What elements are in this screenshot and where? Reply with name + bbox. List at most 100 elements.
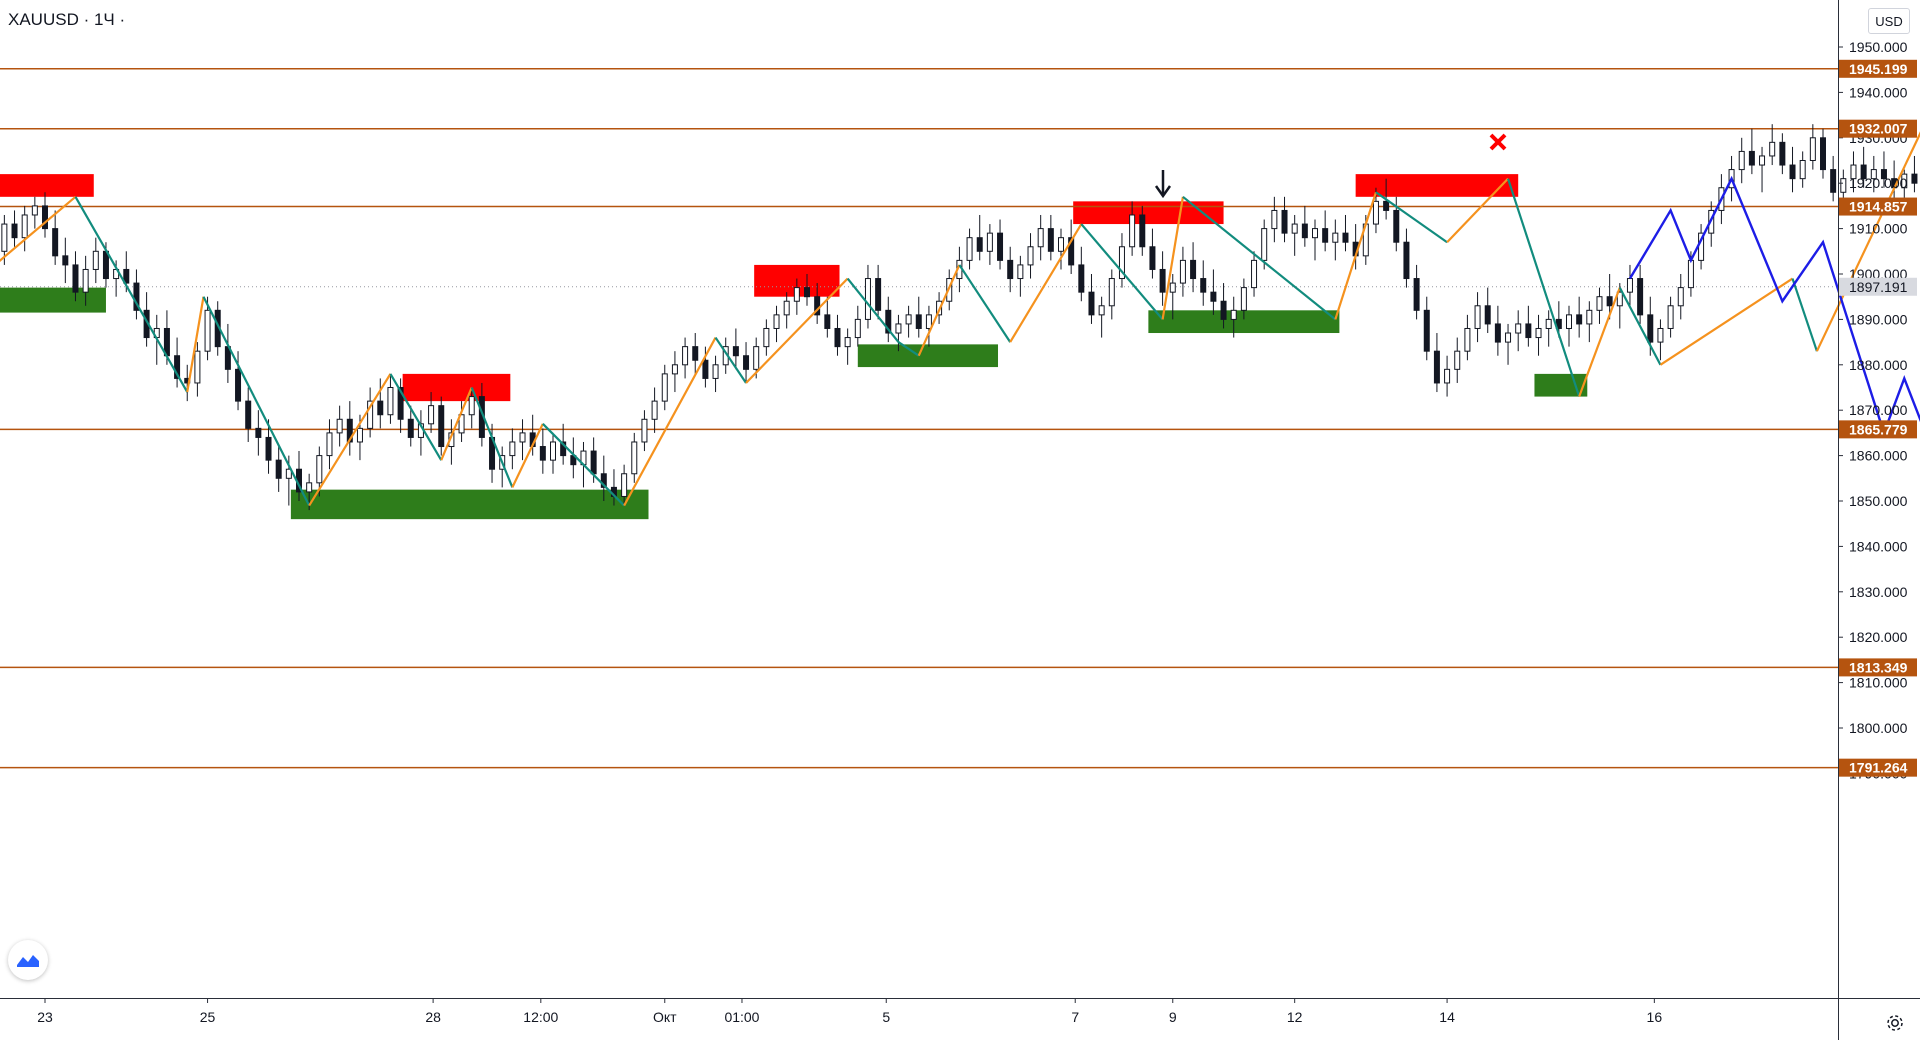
candle-body	[1322, 228, 1329, 243]
candle-body	[1017, 264, 1024, 280]
wave-up-leg	[308, 373, 392, 507]
candle-body	[1779, 141, 1786, 166]
candle-body	[1505, 332, 1512, 343]
candle-body	[509, 441, 516, 457]
candle-body	[428, 405, 435, 425]
candle-body	[1769, 141, 1776, 157]
candle-body	[1484, 305, 1491, 325]
x-tick-label: 12:00	[523, 1009, 558, 1025]
candle-body	[1159, 268, 1166, 293]
x-tick-label: 01:00	[724, 1009, 759, 1025]
candle-body	[1566, 314, 1572, 329]
candle-body	[31, 205, 38, 216]
y-tick-label: 1950.000	[1849, 39, 1908, 55]
candle-body	[346, 418, 353, 443]
candle-body	[1251, 259, 1258, 289]
candle-body	[1068, 237, 1075, 266]
candle-body	[1789, 164, 1796, 180]
y-tick-label: 1810.000	[1849, 675, 1908, 691]
candle-body	[204, 309, 211, 352]
forecast-overlay	[1628, 175, 1920, 437]
candle-body	[1240, 287, 1247, 311]
wave-up-leg	[1659, 277, 1794, 366]
candle-body	[1738, 150, 1745, 171]
wave-up-leg	[1446, 177, 1509, 243]
level-tag-label: 1932.007	[1849, 121, 1908, 137]
wave-up-leg	[1009, 223, 1083, 343]
candle-body	[1596, 296, 1603, 311]
wave-up-leg	[511, 423, 544, 488]
symbol-title[interactable]: XAUUSD · 1Ч ·	[8, 10, 126, 29]
candle-body	[1586, 309, 1593, 325]
candle-body	[773, 314, 780, 329]
candle-body	[316, 455, 323, 484]
price-axis[interactable]: 1950.0001940.0001930.0001920.0001910.000…	[1838, 39, 1908, 781]
currency-button[interactable]: USD	[1868, 8, 1910, 34]
candle-body	[1403, 241, 1410, 280]
wave-down-leg	[1506, 178, 1581, 397]
wave-up-leg	[623, 337, 717, 507]
candle-body	[1626, 278, 1633, 293]
wave-down-leg	[714, 336, 747, 384]
level-tags: 1945.199 1932.007 1914.857 1865.779 1813.349…	[1839, 59, 1917, 777]
candle-body	[1423, 309, 1430, 352]
wave-down-leg	[897, 341, 920, 357]
candles	[1, 124, 1918, 511]
candle-body	[1840, 178, 1847, 193]
level-tag	[1839, 420, 1917, 439]
tradingview-logo-icon[interactable]	[8, 940, 48, 980]
down-arrow-icon	[1154, 170, 1172, 199]
candle-body	[519, 432, 526, 443]
level-tag	[1839, 658, 1917, 677]
wave-down-leg	[1791, 278, 1818, 352]
candle-body	[804, 287, 810, 298]
candle-body	[1383, 200, 1390, 211]
resistance-zone	[1355, 174, 1519, 197]
candle-body	[255, 427, 262, 438]
support-zone	[0, 287, 106, 313]
time-axis[interactable]: 23 25 28 12:00 Окт 01:00 5 7 9 12 14 16	[37, 998, 1662, 1025]
current-price-tag	[1839, 277, 1917, 296]
candle-body	[864, 278, 871, 320]
red-cross-icon	[1489, 133, 1507, 151]
candle-body	[976, 237, 983, 252]
candle-body	[285, 468, 292, 479]
wave-up-leg	[1578, 287, 1621, 397]
wave-down-leg	[74, 196, 189, 393]
resistance-zone	[402, 373, 511, 402]
wave-up-leg	[917, 264, 961, 357]
gear-icon[interactable]	[1882, 1010, 1908, 1036]
candle-body	[1312, 228, 1318, 239]
candle-body	[1454, 350, 1461, 370]
current-price-label: 1897.191	[1849, 279, 1908, 295]
candle-body	[1088, 291, 1095, 316]
level-tag-label: 1945.199	[1849, 61, 1908, 77]
wave-down-leg	[542, 423, 625, 507]
candle-body	[793, 287, 800, 302]
wave-down-leg	[846, 277, 900, 343]
candle-body	[1464, 327, 1471, 352]
x-tick-label: 23	[37, 1009, 53, 1025]
candle-body	[986, 232, 993, 252]
candle-body	[1190, 259, 1197, 280]
wave-down-leg	[1375, 191, 1448, 244]
wave-down-leg	[1080, 223, 1164, 321]
candle-body	[621, 473, 628, 497]
candle-body	[550, 441, 556, 461]
level-tag	[1839, 119, 1917, 138]
candle-body	[1129, 214, 1136, 248]
y-tick-label: 1910.000	[1849, 221, 1908, 237]
wave-down-leg	[470, 387, 514, 488]
candle-body	[1433, 350, 1440, 384]
candle-body	[885, 309, 892, 334]
candle-body	[1870, 169, 1877, 180]
candle-body	[1301, 223, 1308, 239]
candle-body	[72, 264, 79, 293]
y-tick-label: 1800.000	[1849, 720, 1908, 736]
candle-body	[539, 446, 546, 461]
forecast-path	[1628, 175, 1920, 437]
candle-body	[712, 364, 719, 379]
candle-body	[1799, 160, 1806, 180]
wave-up-leg	[1161, 196, 1185, 320]
